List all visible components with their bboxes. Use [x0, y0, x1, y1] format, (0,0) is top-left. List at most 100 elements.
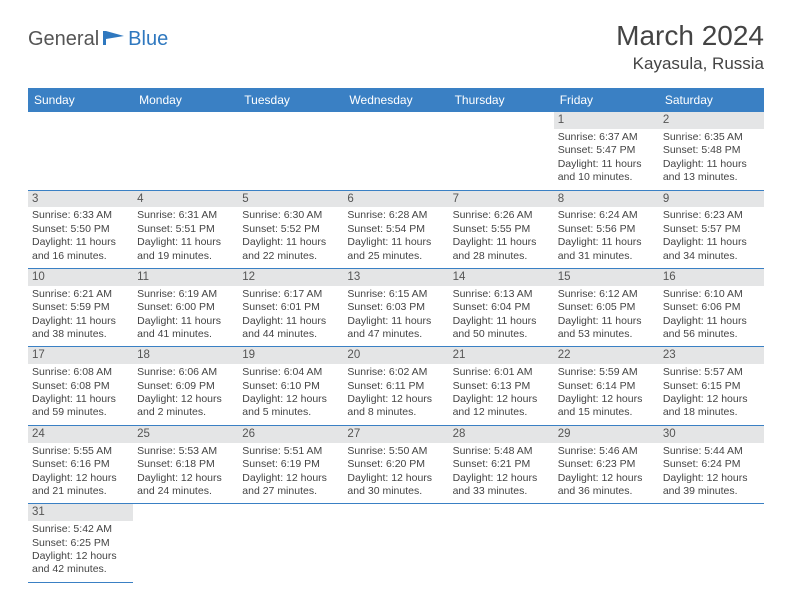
day-info: Sunrise: 5:46 AM Sunset: 6:23 PM Dayligh…: [558, 445, 655, 499]
calendar-day-cell: 9Sunrise: 6:23 AM Sunset: 5:57 PM Daylig…: [659, 190, 764, 268]
day-number: 1: [554, 112, 659, 129]
day-number: 16: [659, 269, 764, 286]
day-number: 24: [28, 426, 133, 443]
weekday-header: Tuesday: [238, 88, 343, 112]
day-number: 27: [343, 426, 448, 443]
calendar-empty-cell: [554, 504, 659, 582]
day-number: 3: [28, 191, 133, 208]
weekday-header: Thursday: [449, 88, 554, 112]
calendar-empty-cell: [343, 504, 448, 582]
day-info: Sunrise: 6:30 AM Sunset: 5:52 PM Dayligh…: [242, 209, 339, 263]
day-number: 6: [343, 191, 448, 208]
calendar-day-cell: 13Sunrise: 6:15 AM Sunset: 6:03 PM Dayli…: [343, 268, 448, 346]
header: General Blue March 2024 Kayasula, Russia: [0, 0, 792, 82]
day-number: 8: [554, 191, 659, 208]
day-number: 21: [449, 347, 554, 364]
day-info: Sunrise: 5:59 AM Sunset: 6:14 PM Dayligh…: [558, 366, 655, 420]
calendar-day-cell: 6Sunrise: 6:28 AM Sunset: 5:54 PM Daylig…: [343, 190, 448, 268]
day-number: 31: [28, 504, 133, 521]
day-number: 20: [343, 347, 448, 364]
day-number: 4: [133, 191, 238, 208]
weekday-header: Saturday: [659, 88, 764, 112]
day-number: 9: [659, 191, 764, 208]
calendar-week-row: 3Sunrise: 6:33 AM Sunset: 5:50 PM Daylig…: [28, 190, 764, 268]
calendar-day-cell: 15Sunrise: 6:12 AM Sunset: 6:05 PM Dayli…: [554, 268, 659, 346]
day-info: Sunrise: 6:06 AM Sunset: 6:09 PM Dayligh…: [137, 366, 234, 420]
day-number: 19: [238, 347, 343, 364]
day-info: Sunrise: 6:01 AM Sunset: 6:13 PM Dayligh…: [453, 366, 550, 420]
day-info: Sunrise: 6:13 AM Sunset: 6:04 PM Dayligh…: [453, 288, 550, 342]
day-number: 28: [449, 426, 554, 443]
calendar-week-row: 31 Sunrise: 5:42 AM Sunset: 6:25 PM Dayli…: [28, 504, 764, 582]
day-number: 29: [554, 426, 659, 443]
day-info: Sunrise: 6:24 AM Sunset: 5:56 PM Dayligh…: [558, 209, 655, 263]
location-label: Kayasula, Russia: [616, 54, 764, 74]
weekday-header: Wednesday: [343, 88, 448, 112]
calendar-week-row: 1 Sunrise: 6:37 AM Sunset: 5:47 PM Daylig…: [28, 112, 764, 190]
calendar-day-cell: 18 Sunrise: 6:06 AM Sunset: 6:09 PM Dayli…: [133, 347, 238, 425]
calendar-day-cell: 21 Sunrise: 6:01 AM Sunset: 6:13 PM Dayli…: [449, 347, 554, 425]
flag-icon: [102, 30, 126, 46]
day-info: Sunrise: 5:48 AM Sunset: 6:21 PM Dayligh…: [453, 445, 550, 499]
calendar-day-cell: 23 Sunrise: 5:57 AM Sunset: 6:15 PM Dayli…: [659, 347, 764, 425]
calendar-empty-cell: [28, 112, 133, 190]
day-number: 10: [28, 269, 133, 286]
calendar-empty-cell: [343, 112, 448, 190]
day-info: Sunrise: 5:42 AM Sunset: 6:25 PM Dayligh…: [32, 523, 129, 577]
logo-text-blue: Blue: [128, 28, 168, 51]
calendar-empty-cell: [133, 504, 238, 582]
calendar-empty-cell: [238, 112, 343, 190]
logo: General Blue: [28, 20, 168, 51]
calendar-day-cell: 16Sunrise: 6:10 AM Sunset: 6:06 PM Dayli…: [659, 268, 764, 346]
calendar-week-row: 17Sunrise: 6:08 AM Sunset: 6:08 PM Dayli…: [28, 347, 764, 425]
weekday-header: Sunday: [28, 88, 133, 112]
title-block: March 2024 Kayasula, Russia: [616, 20, 764, 74]
day-number: 7: [449, 191, 554, 208]
calendar-day-cell: 10 Sunrise: 6:21 AM Sunset: 5:59 PM Dayli…: [28, 268, 133, 346]
day-number: 30: [659, 426, 764, 443]
day-info: Sunrise: 6:04 AM Sunset: 6:10 PM Dayligh…: [242, 366, 339, 420]
calendar-day-cell: 31 Sunrise: 5:42 AM Sunset: 6:25 PM Dayli…: [28, 504, 133, 582]
day-info: Sunrise: 6:12 AM Sunset: 6:05 PM Dayligh…: [558, 288, 655, 342]
calendar-day-cell: 1 Sunrise: 6:37 AM Sunset: 5:47 PM Daylig…: [554, 112, 659, 190]
calendar-day-cell: 3Sunrise: 6:33 AM Sunset: 5:50 PM Daylig…: [28, 190, 133, 268]
day-info: Sunrise: 6:31 AM Sunset: 5:51 PM Dayligh…: [137, 209, 234, 263]
calendar-day-cell: 14 Sunrise: 6:13 AM Sunset: 6:04 PM Dayli…: [449, 268, 554, 346]
calendar-empty-cell: [133, 112, 238, 190]
day-info: Sunrise: 6:28 AM Sunset: 5:54 PM Dayligh…: [347, 209, 444, 263]
day-number: 11: [133, 269, 238, 286]
day-info: Sunrise: 5:51 AM Sunset: 6:19 PM Dayligh…: [242, 445, 339, 499]
calendar-empty-cell: [238, 504, 343, 582]
day-info: Sunrise: 6:08 AM Sunset: 6:08 PM Dayligh…: [32, 366, 129, 420]
calendar-day-cell: 17Sunrise: 6:08 AM Sunset: 6:08 PM Dayli…: [28, 347, 133, 425]
day-number: 22: [554, 347, 659, 364]
calendar-week-row: 10 Sunrise: 6:21 AM Sunset: 5:59 PM Dayli…: [28, 268, 764, 346]
day-info: Sunrise: 5:50 AM Sunset: 6:20 PM Dayligh…: [347, 445, 444, 499]
calendar-day-cell: 4Sunrise: 6:31 AM Sunset: 5:51 PM Daylig…: [133, 190, 238, 268]
calendar-day-cell: 12Sunrise: 6:17 AM Sunset: 6:01 PM Dayli…: [238, 268, 343, 346]
day-number: 23: [659, 347, 764, 364]
day-info: Sunrise: 6:26 AM Sunset: 5:55 PM Dayligh…: [453, 209, 550, 263]
day-info: Sunrise: 6:23 AM Sunset: 5:57 PM Dayligh…: [663, 209, 760, 263]
day-info: Sunrise: 6:17 AM Sunset: 6:01 PM Dayligh…: [242, 288, 339, 342]
calendar-empty-cell: [659, 504, 764, 582]
calendar-body: 1 Sunrise: 6:37 AM Sunset: 5:47 PM Daylig…: [28, 112, 764, 582]
calendar-day-cell: 27 Sunrise: 5:50 AM Sunset: 6:20 PM Dayli…: [343, 425, 448, 503]
weekday-header-row: SundayMondayTuesdayWednesdayThursdayFrid…: [28, 88, 764, 112]
calendar-day-cell: 29 Sunrise: 5:46 AM Sunset: 6:23 PM Dayli…: [554, 425, 659, 503]
calendar-empty-cell: [449, 504, 554, 582]
calendar-day-cell: 24Sunrise: 5:55 AM Sunset: 6:16 PM Dayli…: [28, 425, 133, 503]
day-info: Sunrise: 6:33 AM Sunset: 5:50 PM Dayligh…: [32, 209, 129, 263]
day-info: Sunrise: 6:21 AM Sunset: 5:59 PM Dayligh…: [32, 288, 129, 342]
day-info: Sunrise: 5:57 AM Sunset: 6:15 PM Dayligh…: [663, 366, 760, 420]
day-info: Sunrise: 6:37 AM Sunset: 5:47 PM Dayligh…: [558, 131, 655, 185]
day-info: Sunrise: 6:02 AM Sunset: 6:11 PM Dayligh…: [347, 366, 444, 420]
calendar-day-cell: 28 Sunrise: 5:48 AM Sunset: 6:21 PM Dayli…: [449, 425, 554, 503]
day-number: 14: [449, 269, 554, 286]
day-info: Sunrise: 5:44 AM Sunset: 6:24 PM Dayligh…: [663, 445, 760, 499]
logo-text-general: General: [28, 28, 99, 51]
day-number: 26: [238, 426, 343, 443]
day-number: 18: [133, 347, 238, 364]
page-title: March 2024: [616, 20, 764, 52]
day-info: Sunrise: 6:35 AM Sunset: 5:48 PM Dayligh…: [663, 131, 760, 185]
